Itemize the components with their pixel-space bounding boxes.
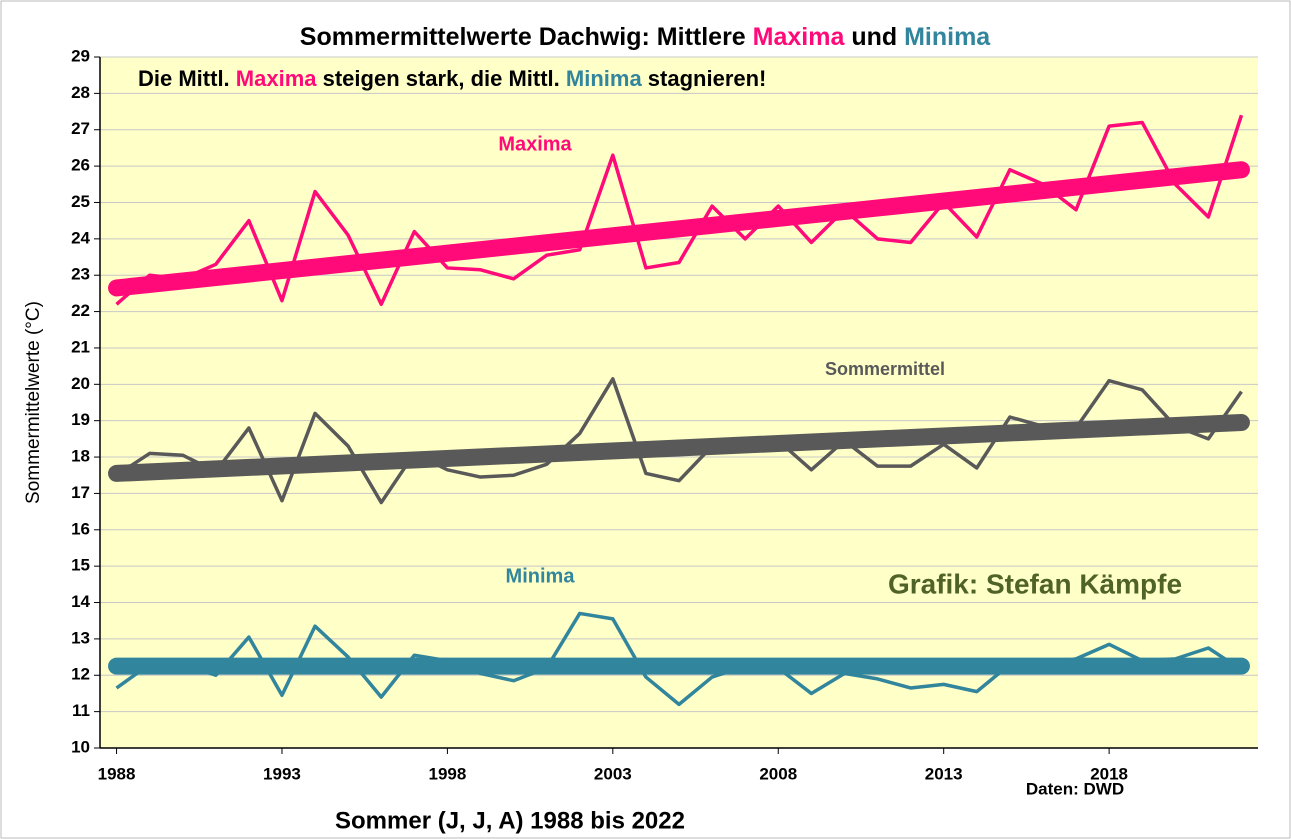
y-tick-label: 23 <box>71 265 90 284</box>
subtitle_parts-part: steigen stark, die Mittl. <box>317 66 566 91</box>
x-tick-label: 1993 <box>263 764 301 783</box>
y-tick-label: 28 <box>71 83 90 102</box>
trend-line <box>108 414 1250 482</box>
y-tick-label: 29 <box>71 46 90 65</box>
y-tick-label: 20 <box>71 374 90 393</box>
y-tick-label: 18 <box>71 447 90 466</box>
title_parts-part: Maxima <box>753 23 846 51</box>
x-tick-label: 1998 <box>428 764 466 783</box>
x-tick-label: 2008 <box>759 764 797 783</box>
subtitle_parts: Die Mittl. Maxima steigen stark, die Mit… <box>138 66 766 91</box>
y-tick-label: 15 <box>71 556 90 575</box>
plot-area <box>100 57 1258 748</box>
trend-line <box>108 161 1250 297</box>
annotation: Maxima <box>498 133 572 155</box>
y-tick-label: 21 <box>71 337 90 356</box>
y-tick-label: 27 <box>71 119 90 138</box>
annotation: Grafik: Stefan Kämpfe <box>888 568 1182 599</box>
title_parts-part: Sommermittelwerte Dachwig: Mittlere <box>300 23 753 51</box>
subtitle_parts-part: Minima <box>566 66 643 91</box>
subtitle_parts-part: Maxima <box>236 66 317 91</box>
title_parts-part: Minima <box>904 23 991 51</box>
y-tick-label: 12 <box>71 665 90 684</box>
y-tick-label: 16 <box>71 519 90 538</box>
y-tick-label: 19 <box>71 410 90 429</box>
x-tick-label: 2018 <box>1090 764 1128 783</box>
y-axis-label: Sommermittelwerte (°C) <box>23 301 44 504</box>
title_parts: Sommermittelwerte Dachwig: Mittlere Maxi… <box>300 23 992 51</box>
subtitle_parts-part: Die Mittl. <box>138 66 236 91</box>
y-tick-label: 25 <box>71 192 90 211</box>
y-tick-label: 13 <box>71 628 90 647</box>
subtitle_parts-part: stagnieren! <box>642 66 767 91</box>
x-tick-label: 2003 <box>594 764 632 783</box>
y-tick-label: 22 <box>71 301 90 320</box>
y-tick-label: 11 <box>72 701 90 720</box>
y-tick-label: 24 <box>71 228 90 247</box>
x-tick-label: 1988 <box>98 764 136 783</box>
x-tick-label: 2013 <box>925 764 963 783</box>
title_parts-part: und <box>844 23 904 51</box>
annotation: Daten: DWD <box>1026 779 1124 798</box>
y-tick-label: 10 <box>71 737 90 756</box>
y-tick-label: 14 <box>71 592 90 611</box>
x-axis-label: Sommer (J, J, A) 1988 bis 2022 <box>335 807 685 834</box>
annotation: Minima <box>506 565 576 587</box>
y-tick-label: 26 <box>71 156 90 175</box>
y-tick-label: 17 <box>71 483 90 502</box>
annotation: Sommermittel <box>825 359 945 379</box>
